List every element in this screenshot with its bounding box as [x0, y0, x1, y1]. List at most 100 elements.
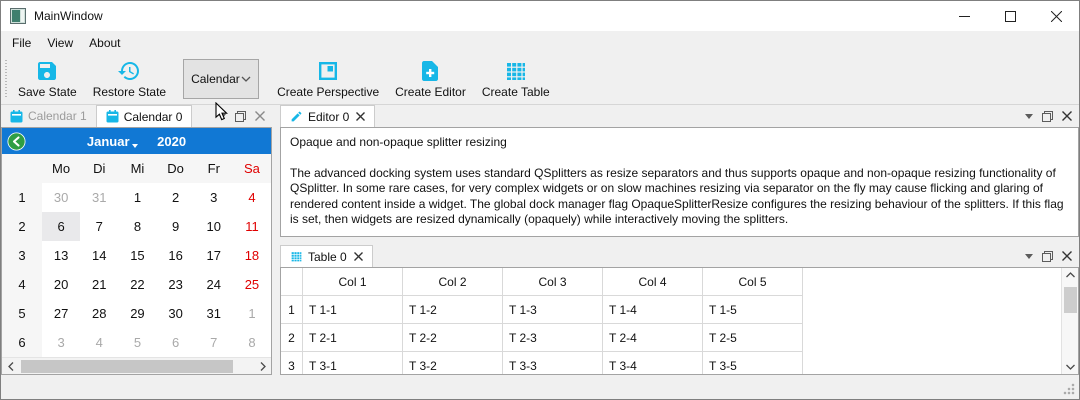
- calendar-day-cell[interactable]: 6: [42, 212, 81, 241]
- scroll-left-arrow[interactable]: [2, 358, 19, 375]
- calendar-day-cell[interactable]: 10: [206, 219, 221, 234]
- calendar-day-cell[interactable]: 2: [171, 190, 180, 205]
- calendar-day-cell[interactable]: 16: [168, 248, 183, 263]
- create-table-button[interactable]: Create Table: [474, 54, 558, 104]
- column-header[interactable]: Col 5: [703, 268, 803, 296]
- tab-close-icon[interactable]: [356, 112, 366, 121]
- table-cell[interactable]: T 3-3: [503, 352, 603, 374]
- tabs-menu-icon[interactable]: [1025, 253, 1033, 259]
- calendar-day-cell[interactable]: 3: [57, 335, 65, 350]
- scroll-down-arrow[interactable]: [1062, 360, 1079, 374]
- toolbar-drag-handle[interactable]: [5, 60, 7, 98]
- calendar-day-cell[interactable]: 8: [133, 219, 142, 234]
- calendar-day-cell[interactable]: 20: [53, 277, 69, 292]
- float-panel-icon[interactable]: [1042, 110, 1053, 122]
- calendar-day-cell[interactable]: 22: [130, 277, 145, 292]
- close-button[interactable]: [1033, 1, 1079, 31]
- table-cell[interactable]: T 3-4: [603, 352, 703, 374]
- float-panel-icon[interactable]: [1042, 250, 1053, 262]
- table-cell[interactable]: T 2-3: [503, 324, 603, 352]
- scroll-up-arrow[interactable]: [1062, 268, 1079, 282]
- scrollbar-thumb[interactable]: [21, 359, 233, 373]
- tab-calendar-0[interactable]: Calendar 0: [95, 105, 193, 127]
- table-cell[interactable]: T 3-1: [303, 352, 403, 374]
- calendar-day-cell[interactable]: 13: [53, 248, 69, 263]
- table-cell[interactable]: T 1-3: [503, 296, 603, 324]
- calendar-day-cell[interactable]: 14: [92, 248, 107, 263]
- calendar-day-cell[interactable]: 3: [210, 190, 218, 205]
- minimize-button[interactable]: [941, 1, 987, 31]
- tab-calendar-1[interactable]: Calendar 1: [1, 105, 96, 127]
- tab-table-0[interactable]: Table 0: [280, 245, 373, 267]
- calendar-day-cell[interactable]: 30: [168, 306, 183, 321]
- calendar-day-cell[interactable]: 1: [133, 190, 142, 205]
- calendar-day-cell[interactable]: 30: [53, 190, 69, 205]
- year-button[interactable]: 2020: [157, 133, 187, 149]
- calendar-day-cell[interactable]: 17: [206, 248, 221, 263]
- calendar-day-cell[interactable]: 9: [171, 219, 180, 234]
- calendar-day-cell[interactable]: 15: [130, 248, 145, 263]
- calendar-day-cell[interactable]: 4: [95, 335, 103, 350]
- calendar-day-cell[interactable]: 5: [133, 335, 142, 350]
- calendar-day-cell[interactable]: 21: [92, 277, 107, 292]
- create-editor-button[interactable]: Create Editor: [387, 54, 474, 104]
- calendar-day-cell[interactable]: 6: [171, 335, 180, 350]
- tab-close-icon[interactable]: [353, 252, 363, 261]
- table-cell[interactable]: T 2-5: [703, 324, 803, 352]
- perspective-combobox[interactable]: Calendar: [183, 59, 260, 99]
- tabs-menu-icon[interactable]: [1025, 113, 1033, 119]
- menu-about[interactable]: About: [89, 35, 121, 50]
- month-dropdown[interactable]: Januar: [86, 133, 130, 149]
- calendar-day-cell[interactable]: 25: [244, 277, 260, 292]
- horizontal-splitter[interactable]: [280, 237, 1079, 245]
- table-cell[interactable]: T 1-4: [603, 296, 703, 324]
- column-header[interactable]: Col 1: [303, 268, 403, 296]
- maximize-button[interactable]: [987, 1, 1033, 31]
- calendar-horizontal-scrollbar[interactable]: [2, 357, 271, 374]
- tab-editor-0[interactable]: Editor 0: [280, 105, 376, 127]
- editor-content[interactable]: Opaque and non-opaque splitter resizing …: [280, 127, 1079, 237]
- calendar-day-cell[interactable]: 4: [248, 190, 256, 205]
- calendar-day-cell[interactable]: 31: [206, 306, 221, 321]
- table-cell[interactable]: T 1-5: [703, 296, 803, 324]
- calendar-day-cell[interactable]: 7: [210, 335, 218, 350]
- calendar-day-cell[interactable]: 1: [248, 306, 256, 321]
- vertical-splitter[interactable]: [272, 105, 280, 375]
- table-cell[interactable]: T 3-2: [403, 352, 503, 374]
- close-panel-icon[interactable]: [1062, 111, 1072, 121]
- table-cell[interactable]: T 2-1: [303, 324, 403, 352]
- column-header[interactable]: Col 4: [603, 268, 703, 296]
- create-perspective-button[interactable]: Create Perspective: [269, 54, 387, 104]
- table-cell[interactable]: T 1-1: [303, 296, 403, 324]
- close-panel-icon[interactable]: [1062, 251, 1072, 261]
- size-grip[interactable]: [1063, 383, 1075, 395]
- save-state-button[interactable]: Save State: [10, 54, 85, 104]
- calendar-day-cell[interactable]: 29: [130, 306, 145, 321]
- calendar-day-cell[interactable]: 28: [92, 306, 107, 321]
- table-cell[interactable]: T 2-4: [603, 324, 703, 352]
- scroll-right-arrow[interactable]: [254, 358, 271, 375]
- scrollbar-thumb[interactable]: [1063, 287, 1077, 313]
- calendar-day-cell[interactable]: 27: [53, 306, 69, 321]
- column-header[interactable]: Col 3: [503, 268, 603, 296]
- row-number[interactable]: 1: [281, 296, 303, 324]
- tabs-menu-icon[interactable]: [218, 113, 226, 119]
- calendar-day-cell[interactable]: 7: [95, 219, 103, 234]
- float-panel-icon[interactable]: [235, 110, 246, 122]
- calendar-day-cell[interactable]: 24: [206, 277, 221, 292]
- restore-state-button[interactable]: Restore State: [85, 54, 174, 104]
- calendar-day-cell[interactable]: 18: [244, 248, 260, 263]
- menu-view[interactable]: View: [47, 35, 74, 50]
- table-cell[interactable]: T 2-2: [403, 324, 503, 352]
- calendar-day-cell[interactable]: 31: [92, 190, 107, 205]
- row-number[interactable]: 2: [281, 324, 303, 352]
- calendar-day-cell[interactable]: 23: [168, 277, 183, 292]
- table-vertical-scrollbar[interactable]: [1061, 268, 1078, 374]
- menu-file[interactable]: File: [12, 35, 32, 50]
- calendar-day-cell[interactable]: 11: [245, 219, 259, 234]
- close-panel-icon[interactable]: [255, 111, 265, 121]
- table-cell[interactable]: T 1-2: [403, 296, 503, 324]
- calendar-day-cell[interactable]: 8: [248, 335, 256, 350]
- table-cell[interactable]: T 3-5: [703, 352, 803, 374]
- previous-month-button[interactable]: [7, 131, 26, 151]
